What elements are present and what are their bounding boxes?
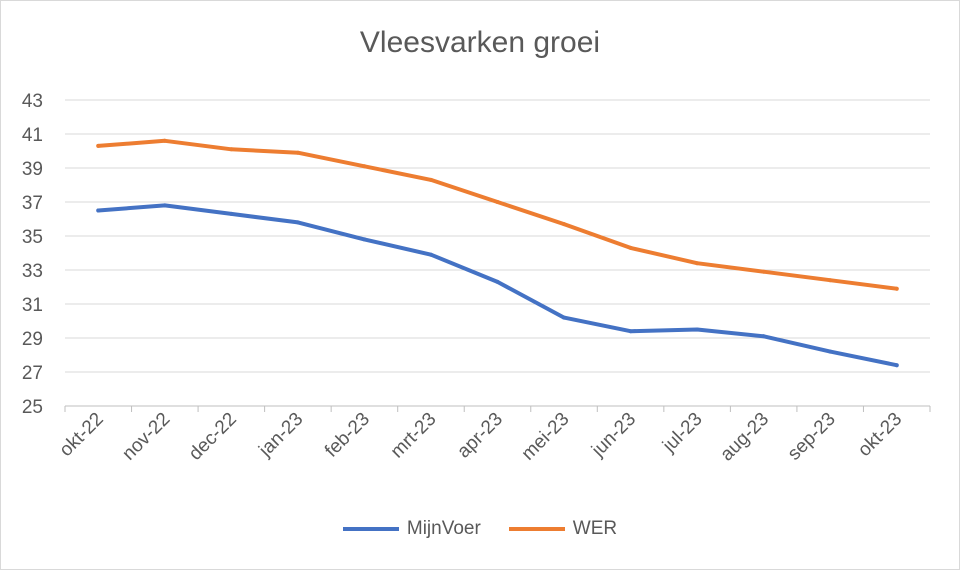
- legend-item-wer: WER: [508, 518, 618, 540]
- data-point-wer-jun-23: [628, 245, 633, 250]
- x-tick-label-jul-23: jul-23: [658, 409, 706, 457]
- data-point-wer-apr-23: [495, 200, 500, 204]
- y-tick-label-35: 35: [22, 227, 43, 248]
- legend-item-mijnvoer: MijnVoer: [342, 518, 481, 540]
- data-point-mijnvoer-feb-23: [362, 237, 367, 242]
- legend-label-wer: WER: [572, 518, 618, 539]
- x-tick-label-mei-23: mei-23: [518, 409, 574, 465]
- x-tick-label-okt-23: okt-23: [854, 409, 906, 461]
- data-point-wer-jul-23: [695, 261, 700, 266]
- x-tick-label-feb-23: feb-23: [321, 409, 374, 462]
- data-point-wer-jan-23: [295, 150, 300, 155]
- data-point-wer-aug-23: [761, 269, 766, 274]
- chart-legend: MijnVoer WER: [0, 518, 960, 540]
- x-tick-label-jan-23: jan-23: [255, 409, 308, 462]
- y-tick-label-41: 41: [22, 125, 43, 146]
- data-point-wer-feb-23: [362, 164, 367, 169]
- x-tick-label-sep-23: sep-23: [784, 409, 840, 465]
- data-point-wer-sep-23: [828, 278, 833, 283]
- series-line-wer: [96, 138, 899, 291]
- y-tick-label-39: 39: [22, 159, 43, 180]
- data-point-mijnvoer-mrt-23: [428, 252, 433, 257]
- data-point-wer-mrt-23: [428, 177, 433, 182]
- x-tick-label-dec-22: dec-22: [185, 409, 241, 465]
- data-point-mijnvoer-apr-23: [495, 279, 500, 284]
- data-point-mijnvoer-aug-23: [761, 334, 766, 339]
- x-tick-label-okt-22: okt-22: [56, 409, 108, 461]
- x-tick-label-apr-23: apr-23: [453, 409, 507, 463]
- x-tick-label-nov-22: nov-22: [118, 409, 174, 465]
- data-point-wer-okt-22: [96, 143, 101, 148]
- legend-swatch-wer: [508, 527, 565, 531]
- y-tick-label-25: 25: [22, 397, 43, 418]
- legend-label-mijnvoer: MijnVoer: [406, 518, 481, 539]
- data-point-mijnvoer-okt-23: [894, 363, 899, 368]
- x-tick-label-jun-23: jun-23: [587, 409, 640, 462]
- data-point-mijnvoer-mei-23: [562, 315, 567, 320]
- y-tick-label-27: 27: [22, 363, 43, 384]
- y-tick-label-37: 37: [22, 193, 43, 214]
- data-point-mijnvoer-jun-23: [628, 329, 633, 334]
- x-tick-label-aug-23: aug-23: [716, 409, 773, 466]
- y-tick-label-43: 43: [22, 91, 43, 112]
- y-tick-label-31: 31: [22, 295, 43, 316]
- chart-title: Vleesvarken groei: [359, 26, 601, 59]
- data-point-mijnvoer-okt-22: [96, 208, 101, 213]
- x-tick-label-mrt-23: mrt-23: [387, 409, 441, 463]
- data-point-wer-mei-23: [562, 222, 567, 227]
- data-point-mijnvoer-jan-23: [295, 220, 300, 225]
- series-line-mijnvoer: [96, 203, 899, 368]
- data-point-mijnvoer-jul-23: [695, 327, 700, 332]
- data-point-wer-okt-23: [894, 286, 899, 291]
- data-point-mijnvoer-nov-22: [162, 203, 167, 208]
- data-point-mijnvoer-sep-23: [828, 349, 833, 354]
- y-tick-label-33: 33: [22, 261, 43, 282]
- data-point-wer-nov-22: [162, 138, 167, 143]
- data-point-wer-dec-22: [229, 147, 234, 152]
- y-tick-label-29: 29: [22, 329, 43, 350]
- legend-swatch-mijnvoer: [342, 527, 399, 531]
- data-point-mijnvoer-dec-22: [229, 211, 234, 216]
